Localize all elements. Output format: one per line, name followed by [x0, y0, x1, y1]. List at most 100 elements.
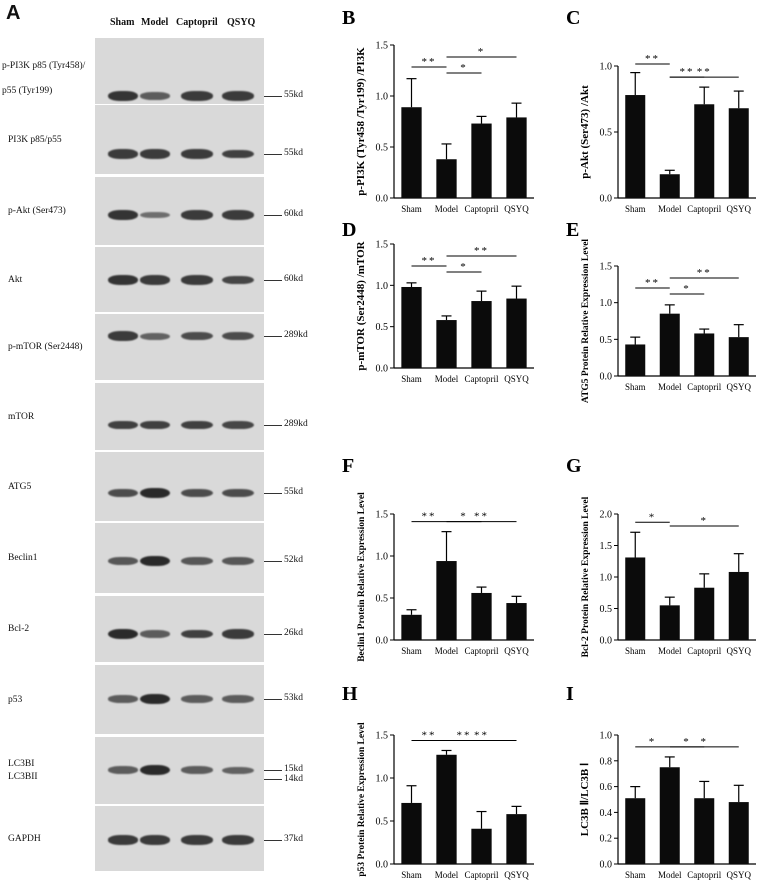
bar	[728, 337, 749, 376]
blot-row	[95, 38, 264, 104]
y-tick-label: 0.5	[600, 128, 613, 139]
y-tick-label: 1.0	[376, 774, 389, 785]
category-label: QSYQ	[504, 374, 529, 384]
y-tick-label: 0.6	[600, 782, 613, 793]
protein-band	[108, 210, 138, 220]
category-label: QSYQ	[504, 646, 529, 656]
significance-label: *	[683, 736, 691, 748]
category-label: Captopril	[465, 374, 499, 384]
bar	[506, 298, 527, 368]
lane-header-captopril: Captopril	[176, 17, 218, 28]
bar	[436, 159, 457, 198]
protein-band	[140, 420, 170, 430]
blot-label: PI3K p85/p55	[8, 134, 62, 147]
category-label: Model	[435, 870, 459, 880]
protein-band	[222, 149, 254, 159]
category-label: Model	[658, 204, 682, 214]
bar	[401, 614, 422, 640]
y-tick-label: 0.4	[600, 808, 613, 819]
blot-label-line: ATG5	[8, 481, 32, 492]
y-tick-label: 0.8	[600, 756, 613, 767]
blot-label: ATG5	[8, 481, 31, 494]
category-label: Model	[435, 646, 459, 656]
significance-label: **	[697, 66, 712, 78]
y-axis-label: Bcl-2 Protein Relative Expression Level	[581, 496, 591, 657]
blot-row	[95, 452, 264, 521]
kd-label: 15kd	[284, 764, 303, 774]
bar	[659, 174, 680, 198]
kd-marker-line	[264, 280, 282, 281]
category-label: Captopril	[687, 870, 721, 880]
bar	[436, 561, 457, 640]
significance-label: *	[649, 511, 657, 523]
panel-letter: G	[566, 455, 582, 477]
protein-band	[222, 91, 254, 101]
protein-band	[140, 275, 170, 285]
significance-label: *	[683, 283, 691, 295]
protein-band	[140, 211, 170, 219]
blot-label-line: Beclin1	[8, 553, 38, 563]
y-tick-label: 0.5	[376, 322, 389, 333]
lane-header-qsyq: QSYQ	[227, 17, 256, 28]
bar	[694, 798, 715, 864]
significance-label: *	[460, 261, 468, 273]
bar	[728, 802, 749, 864]
category-label: Sham	[401, 870, 422, 880]
bar	[471, 301, 492, 368]
blot-label-line: LC3BII	[8, 771, 38, 782]
kd-label: 55kd	[284, 148, 303, 158]
significance-label: **	[697, 267, 712, 279]
bar	[625, 344, 646, 376]
protein-band	[222, 275, 254, 285]
bar	[625, 798, 646, 864]
category-label: Captopril	[687, 382, 721, 392]
y-tick-label: 0.0	[376, 194, 389, 205]
y-tick-label: 1.0	[376, 281, 389, 292]
blot-label-line: p55 (Tyr199)	[2, 86, 53, 96]
bar	[506, 117, 527, 198]
kd-label: 289kd	[284, 419, 308, 429]
kd-marker-line	[264, 425, 282, 426]
kd-label: 289kd	[284, 330, 308, 340]
y-axis-label: p-mTOR (Ser2448) /mTOR	[355, 240, 367, 370]
panel-letter-a: A	[6, 2, 21, 24]
category-label: Sham	[401, 646, 422, 656]
protein-band	[108, 766, 138, 774]
protein-band	[181, 766, 213, 774]
significance-label: *	[701, 736, 709, 748]
y-tick-label: 0.2	[600, 834, 613, 845]
significance-label: **	[474, 245, 489, 257]
bar	[436, 320, 457, 368]
significance-label: **	[645, 277, 660, 289]
y-tick-label: 0.0	[376, 860, 389, 871]
category-label: Captopril	[465, 204, 499, 214]
protein-band	[222, 629, 254, 639]
protein-band	[181, 557, 213, 565]
y-tick-label: 0.5	[600, 604, 613, 615]
protein-band	[140, 488, 170, 498]
y-axis-label: ATG5 Protein Relative Expression Level	[581, 239, 591, 403]
category-label: Model	[658, 646, 682, 656]
blot-label: p-Akt (Ser473)	[8, 205, 66, 218]
kd-label: 52kd	[284, 555, 303, 565]
kd-label: 55kd	[284, 487, 303, 497]
y-tick-label: 1.0	[376, 92, 389, 103]
category-label: Sham	[401, 374, 422, 384]
y-axis-label: Beclin1 Protein Relative Expression Leve…	[357, 492, 367, 662]
category-label: Sham	[625, 382, 646, 392]
y-tick-label: 2.0	[600, 510, 613, 521]
kd-label: 53kd	[284, 693, 303, 703]
significance-label: *	[649, 736, 657, 748]
kd-marker-line	[264, 493, 282, 494]
blot-label-line: PI3K p85/p55	[8, 134, 62, 145]
significance-label: **	[680, 66, 695, 78]
protein-band	[140, 630, 170, 638]
y-axis-label: LC3B Ⅱ/LC3B Ⅰ	[579, 763, 591, 836]
panel-letter: D	[342, 219, 356, 241]
y-tick-label: 0.0	[600, 636, 613, 647]
bar	[506, 814, 527, 864]
blot-row	[95, 737, 264, 804]
category-label: Captopril	[687, 646, 721, 656]
blot-row	[95, 177, 264, 245]
protein-band	[108, 275, 138, 285]
